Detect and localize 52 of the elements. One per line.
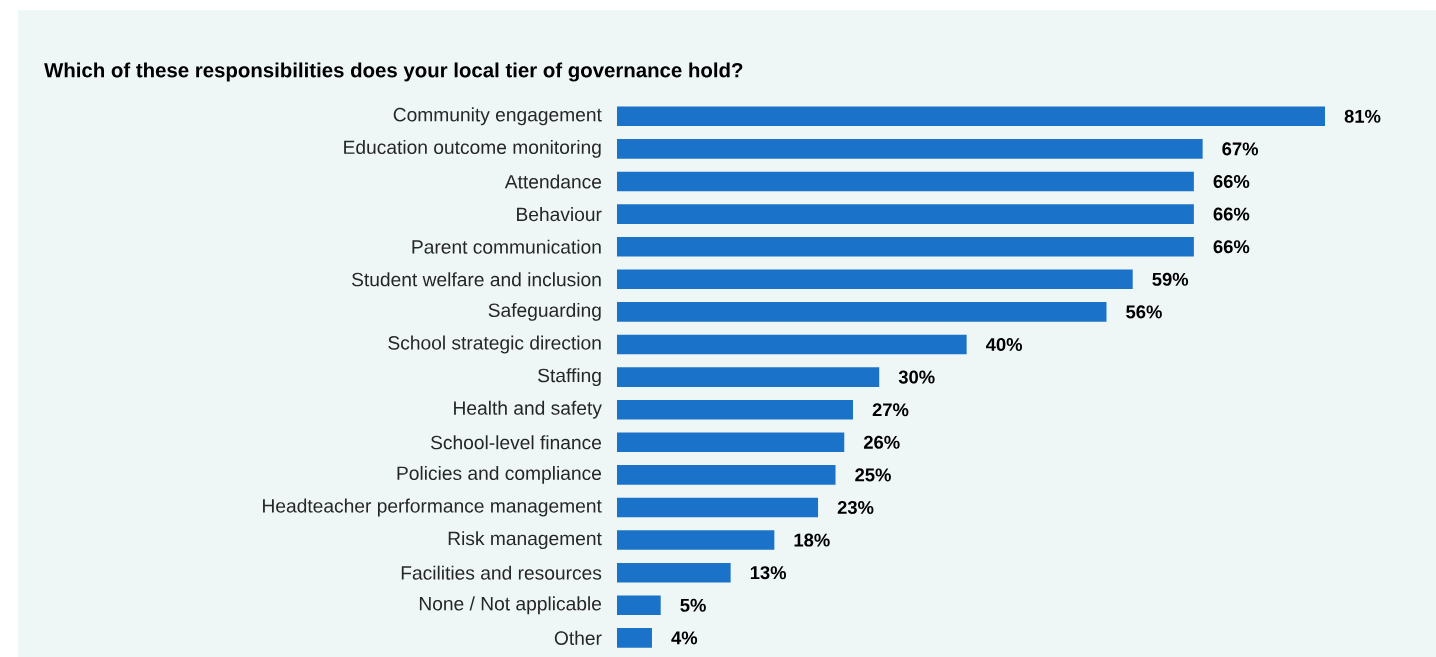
- bar: [617, 302, 1107, 322]
- data-label: 40%: [985, 337, 1023, 352]
- bar: [617, 269, 1133, 290]
- y-tick-label: Headteacher performance management: [263, 498, 602, 517]
- bar: [617, 497, 819, 518]
- y-tick-label: Education outcome monitoring: [344, 139, 601, 158]
- bar: [617, 334, 967, 355]
- bar: [617, 106, 1326, 127]
- data-label: 30%: [898, 370, 935, 384]
- data-label: 66%: [1213, 207, 1250, 221]
- y-tick-label: Student welfare and inclusion: [351, 272, 601, 287]
- y-tick-label: Risk management: [448, 531, 602, 550]
- data-label: 26%: [863, 435, 900, 449]
- y-tick-label: Parent communication: [412, 239, 601, 254]
- data-label: 13%: [750, 566, 787, 580]
- y-tick-label: Safeguarding: [488, 302, 601, 321]
- data-label: 81%: [1344, 109, 1381, 123]
- text: Which of these responsibilities does your local tier of governance hold?: [44, 62, 743, 82]
- y-tick-label: Attendance: [504, 174, 602, 189]
- bar: [617, 139, 1203, 159]
- bar: [617, 399, 853, 420]
- bar: [617, 530, 775, 550]
- y-tick-label: Other: [554, 630, 602, 645]
- bar: [617, 204, 1194, 224]
- y-tick-label: Health and safety: [454, 400, 602, 419]
- data-label: 67%: [1222, 142, 1259, 156]
- y-tick-label: Policies and compliance: [397, 465, 602, 484]
- data-label: 23%: [837, 500, 874, 515]
- data-label: 59%: [1152, 272, 1189, 286]
- bar: [617, 171, 1194, 192]
- bar: [617, 562, 731, 583]
- data-label: 66%: [1213, 240, 1250, 254]
- y-tick-label: Facilities and resources: [401, 565, 602, 580]
- y-tick-label: School strategic direction: [388, 335, 601, 354]
- y-tick-label: School-level finance: [430, 435, 602, 450]
- y-tick-label: Behaviour: [517, 207, 602, 222]
- y-tick-label: None / Not applicable: [419, 596, 602, 615]
- y-tick-label: Community engagement: [393, 107, 602, 126]
- y-tick-label: Staffing: [538, 368, 601, 387]
- bar: [617, 595, 661, 616]
- data-label: 56%: [1126, 305, 1162, 319]
- data-label: 27%: [872, 403, 909, 417]
- data-label: 5%: [680, 598, 706, 612]
- data-label: 4%: [671, 631, 698, 645]
- bar: [617, 465, 836, 485]
- data-label: 18%: [794, 533, 830, 547]
- bar: [617, 367, 880, 387]
- bar: [617, 432, 845, 453]
- data-label: 66%: [1213, 174, 1250, 189]
- data-label: 25%: [855, 468, 891, 482]
- bar: [617, 236, 1194, 257]
- bar: [617, 628, 652, 648]
